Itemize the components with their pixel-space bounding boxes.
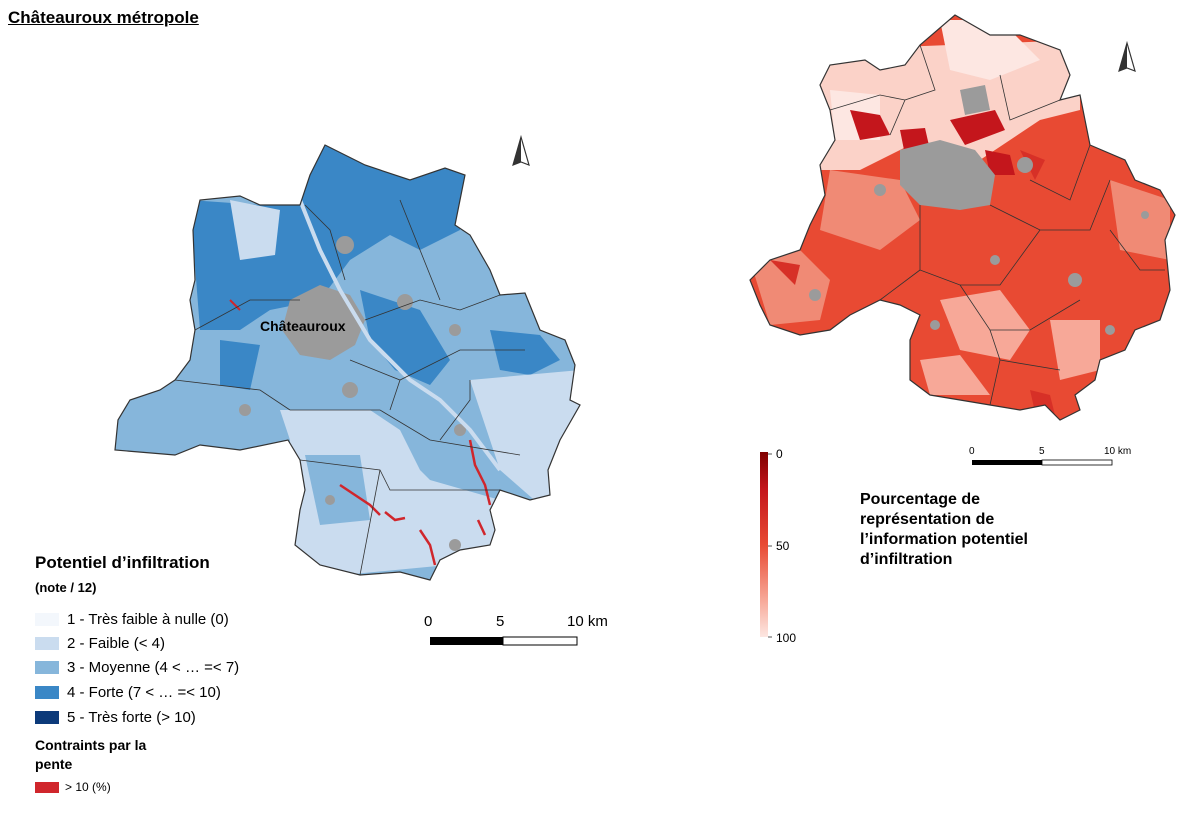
- legend-label: 5 - Très forte (> 10): [67, 708, 196, 726]
- legend-label: 1 - Très faible à nulle (0): [67, 610, 229, 628]
- slope-legend-label: > 10 (%): [65, 780, 111, 794]
- scale-bar: [972, 459, 1113, 466]
- page-title: Châteauroux métropole: [8, 8, 199, 27]
- scale-tick: 10 km: [1104, 446, 1132, 457]
- gradient-tick: 100: [776, 631, 797, 645]
- slope-swatch: [35, 781, 59, 793]
- legend-item: 5 - Très forte (> 10): [35, 707, 196, 727]
- north-arrow-icon: [1118, 40, 1136, 72]
- gradient-legend: [760, 452, 772, 638]
- scale-bar: [430, 636, 578, 646]
- north-arrow-icon: [512, 134, 530, 166]
- legend-swatch: [35, 685, 59, 699]
- legend-subtitle: (note / 12): [35, 580, 97, 595]
- scale-tick: 5: [496, 613, 505, 630]
- legend-item: 3 - Moyenne (4 < … =< 7): [35, 657, 239, 677]
- legend-label: 2 - Faible (< 4): [67, 634, 165, 652]
- city-label: Châteauroux: [260, 318, 346, 334]
- legend-swatch: [35, 710, 59, 724]
- legend-swatch: [35, 636, 59, 650]
- gradient-tick: 50: [776, 539, 790, 553]
- scale-tick: 0: [969, 446, 975, 457]
- legend-swatch: [35, 612, 59, 626]
- legend-label: 3 - Moyenne (4 < … =< 7): [67, 658, 240, 676]
- slope-legend-item: > 10 (%): [35, 780, 111, 794]
- legend-item: 2 - Faible (< 4): [35, 633, 165, 653]
- scale-tick: 0: [424, 613, 433, 630]
- legend-item: 1 - Très faible à nulle (0): [35, 609, 229, 629]
- gradient-tick: 0: [776, 447, 783, 461]
- legend-label: 4 - Forte (7 < … =< 10): [67, 683, 221, 701]
- slope-legend-title: Contraints par la pente: [35, 737, 147, 772]
- legend-title: Potentiel d’infiltration: [35, 553, 210, 572]
- legend-item: 4 - Forte (7 < … =< 10): [35, 682, 221, 702]
- scale-tick: 5: [1039, 446, 1045, 457]
- scale-tick: 10 km: [567, 613, 608, 630]
- legend-swatch: [35, 660, 59, 674]
- gradient-legend-title: Pourcentage de représentation de l’infor…: [860, 491, 1028, 568]
